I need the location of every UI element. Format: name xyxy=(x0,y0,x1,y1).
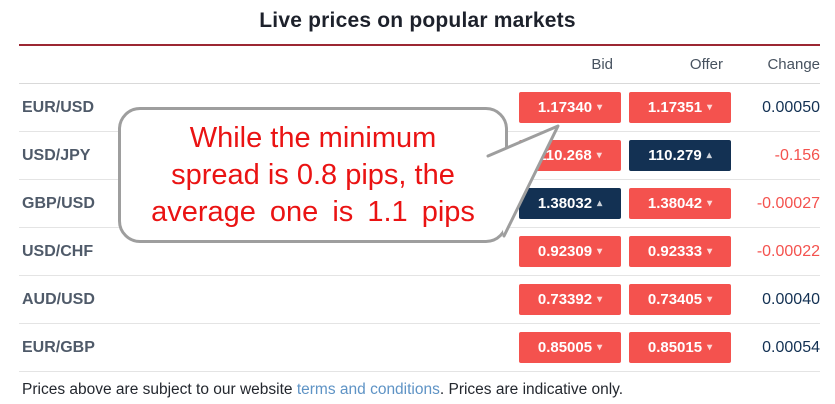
table-row: AUD/USD 0.73392 ▾ 0.73405 ▾ 0.00040 xyxy=(19,276,820,324)
column-header-bid: Bid xyxy=(591,56,613,73)
offer-price-button[interactable]: 1.38042 ▾ xyxy=(629,188,731,219)
annotation-line-2: spread is 0.8 pips, the xyxy=(171,158,455,191)
trend-caret-icon: ▾ xyxy=(597,342,603,353)
offer-price-button[interactable]: 1.17351 ▾ xyxy=(629,92,731,123)
offer-value: 0.92333 xyxy=(647,243,703,260)
bid-price-button[interactable]: 1.38032 ▴ xyxy=(519,188,621,219)
bid-value: 1.38032 xyxy=(537,195,593,212)
annotation-line-1: While the minimum xyxy=(189,121,437,154)
table-row: EUR/GBP 0.85005 ▾ 0.85015 ▾ 0.00054 xyxy=(19,324,820,372)
pair-label: EUR/GBP xyxy=(22,338,95,356)
trend-caret-icon: ▾ xyxy=(596,150,602,161)
page-title: Live prices on popular markets xyxy=(259,9,576,32)
trend-caret-icon: ▾ xyxy=(707,294,713,305)
offer-value: 0.85015 xyxy=(647,339,703,356)
offer-price-button[interactable]: 110.279 ▴ xyxy=(629,140,731,171)
terms-and-conditions-link[interactable]: terms and conditions xyxy=(296,381,440,398)
change-value: -0.00027 xyxy=(756,194,820,212)
bid-value: 0.92309 xyxy=(537,243,593,260)
annotation-speech-bubble: While the minimum spread is 0.8 pips, th… xyxy=(118,107,508,243)
trend-caret-icon: ▾ xyxy=(707,198,713,209)
bid-value: 1.17340 xyxy=(537,99,593,116)
bid-value: 0.85005 xyxy=(537,339,593,356)
bid-price-button[interactable]: 110.268 ▾ xyxy=(519,140,621,171)
pair-label: AUD/USD xyxy=(22,290,95,308)
trend-caret-icon: ▾ xyxy=(597,294,603,305)
table-row: EUR/USD 1.17340 ▾ 1.17351 ▾ 0.00050 xyxy=(19,84,820,132)
title-underline xyxy=(19,44,820,46)
annotation-line-3: average one is 1.1 pips xyxy=(151,195,475,228)
change-value: -0.156 xyxy=(774,146,820,164)
disclaimer-suffix: . Prices are indicative only. xyxy=(439,381,624,398)
bid-value: 110.268 xyxy=(538,147,592,164)
bid-price-button[interactable]: 1.17340 ▾ xyxy=(519,92,621,123)
offer-value: 1.38042 xyxy=(647,195,703,212)
table-header-row: Bid Offer Change xyxy=(19,46,820,84)
trend-caret-icon: ▾ xyxy=(597,246,603,257)
offer-value: 1.17351 xyxy=(647,99,703,116)
pair-label: USD/CHF xyxy=(22,242,94,260)
bid-price-button[interactable]: 0.92309 ▾ xyxy=(519,236,621,267)
bid-price-button[interactable]: 0.73392 ▾ xyxy=(519,284,621,315)
table-row: USD/CHF 0.92309 ▾ 0.92333 ▾ -0.00022 xyxy=(19,228,820,276)
trend-caret-icon: ▾ xyxy=(597,102,603,113)
pair-label: USD/JPY xyxy=(22,146,91,164)
offer-price-button[interactable]: 0.85015 ▾ xyxy=(629,332,731,363)
bid-value: 0.73392 xyxy=(537,291,593,308)
column-header-change: Change xyxy=(767,56,820,73)
disclaimer-prefix: Prices above are subject to our website xyxy=(22,381,297,398)
change-value: -0.00022 xyxy=(756,242,820,260)
pair-label: GBP/USD xyxy=(22,194,95,212)
change-value: 0.00040 xyxy=(762,290,820,308)
trend-caret-icon: ▾ xyxy=(707,246,713,257)
pair-label: EUR/USD xyxy=(22,98,95,116)
offer-price-button[interactable]: 0.92333 ▾ xyxy=(629,236,731,267)
offer-price-button[interactable]: 0.73405 ▾ xyxy=(629,284,731,315)
change-value: 0.00054 xyxy=(762,338,820,356)
disclaimer-text: Prices above are subject to our website … xyxy=(0,372,835,399)
offer-value: 110.279 xyxy=(648,147,702,164)
offer-value: 0.73405 xyxy=(647,291,703,308)
column-header-offer: Offer xyxy=(689,56,723,73)
live-prices-table: Bid Offer Change EUR/USD 1.17340 ▾ 1.173… xyxy=(19,46,820,372)
trend-caret-icon: ▴ xyxy=(706,150,712,161)
bid-price-button[interactable]: 0.85005 ▾ xyxy=(519,332,621,363)
trend-caret-icon: ▾ xyxy=(707,102,713,113)
trend-caret-icon: ▴ xyxy=(597,198,603,209)
trend-caret-icon: ▾ xyxy=(707,342,713,353)
change-value: 0.00050 xyxy=(762,98,820,116)
